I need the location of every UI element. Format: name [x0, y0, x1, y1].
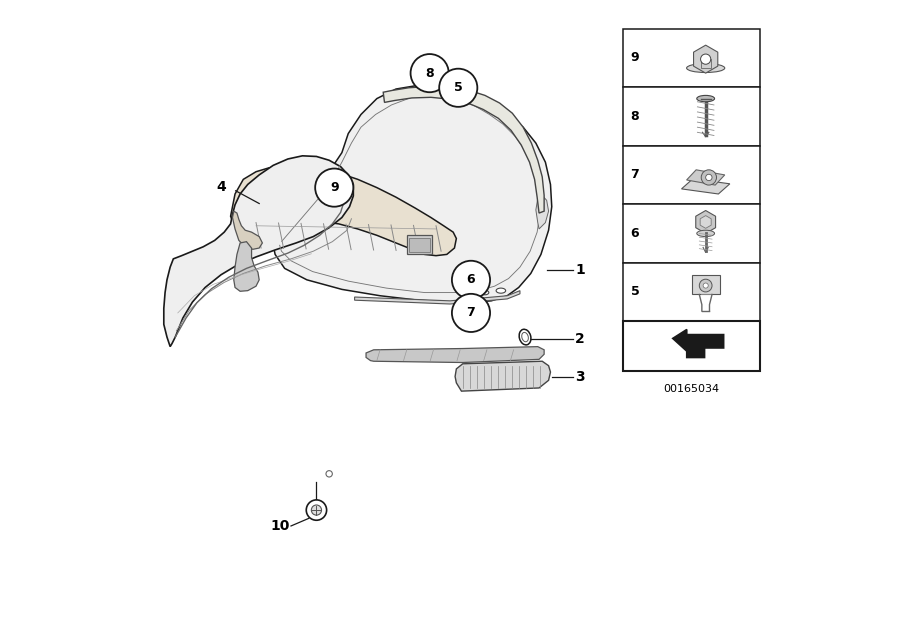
Text: 8: 8 [426, 67, 434, 80]
Text: 7: 7 [466, 307, 475, 319]
Polygon shape [164, 156, 354, 347]
Polygon shape [700, 216, 711, 228]
Text: 8: 8 [631, 110, 639, 123]
Polygon shape [230, 167, 456, 256]
Circle shape [315, 169, 354, 207]
Polygon shape [383, 86, 544, 213]
Text: 00165034: 00165034 [663, 384, 719, 394]
Bar [623, 146, 760, 204]
Circle shape [311, 505, 321, 515]
Text: 4: 4 [216, 180, 226, 194]
Polygon shape [681, 179, 730, 194]
Circle shape [410, 54, 449, 92]
Polygon shape [234, 242, 259, 291]
Bar [623, 204, 760, 263]
Polygon shape [232, 211, 263, 249]
Circle shape [452, 294, 491, 332]
Text: 5: 5 [454, 81, 463, 94]
Bar [623, 321, 760, 371]
Text: 7: 7 [631, 169, 639, 181]
Text: 3: 3 [575, 370, 585, 384]
Text: 6: 6 [631, 227, 639, 240]
Text: 6: 6 [467, 273, 475, 286]
Ellipse shape [522, 333, 528, 342]
Bar [623, 87, 760, 146]
Bar [692, 275, 720, 294]
Polygon shape [355, 291, 520, 304]
Polygon shape [272, 86, 552, 302]
Text: 2: 2 [575, 332, 585, 346]
Circle shape [703, 283, 708, 288]
Bar [410, 238, 429, 252]
Circle shape [306, 500, 327, 520]
Ellipse shape [697, 95, 715, 102]
Text: 10: 10 [270, 519, 290, 533]
Bar [623, 263, 760, 321]
Polygon shape [455, 361, 551, 391]
Polygon shape [366, 347, 544, 363]
Circle shape [700, 54, 711, 64]
Bar [407, 235, 432, 254]
Bar [623, 29, 760, 87]
Text: 9: 9 [631, 52, 639, 64]
Circle shape [699, 279, 712, 292]
Text: 9: 9 [330, 181, 338, 194]
Text: 1: 1 [575, 263, 585, 277]
Circle shape [326, 471, 332, 477]
Polygon shape [696, 211, 716, 233]
Polygon shape [694, 45, 718, 73]
Ellipse shape [519, 329, 531, 345]
Circle shape [701, 170, 716, 185]
Ellipse shape [482, 290, 489, 295]
Polygon shape [673, 329, 724, 357]
Polygon shape [536, 194, 549, 229]
Ellipse shape [697, 230, 715, 237]
Bar [700, 59, 711, 68]
Circle shape [439, 69, 477, 107]
Ellipse shape [687, 64, 725, 73]
Polygon shape [687, 170, 725, 185]
Circle shape [706, 174, 712, 181]
Text: 5: 5 [631, 286, 639, 298]
Ellipse shape [496, 288, 506, 293]
Circle shape [452, 261, 491, 299]
